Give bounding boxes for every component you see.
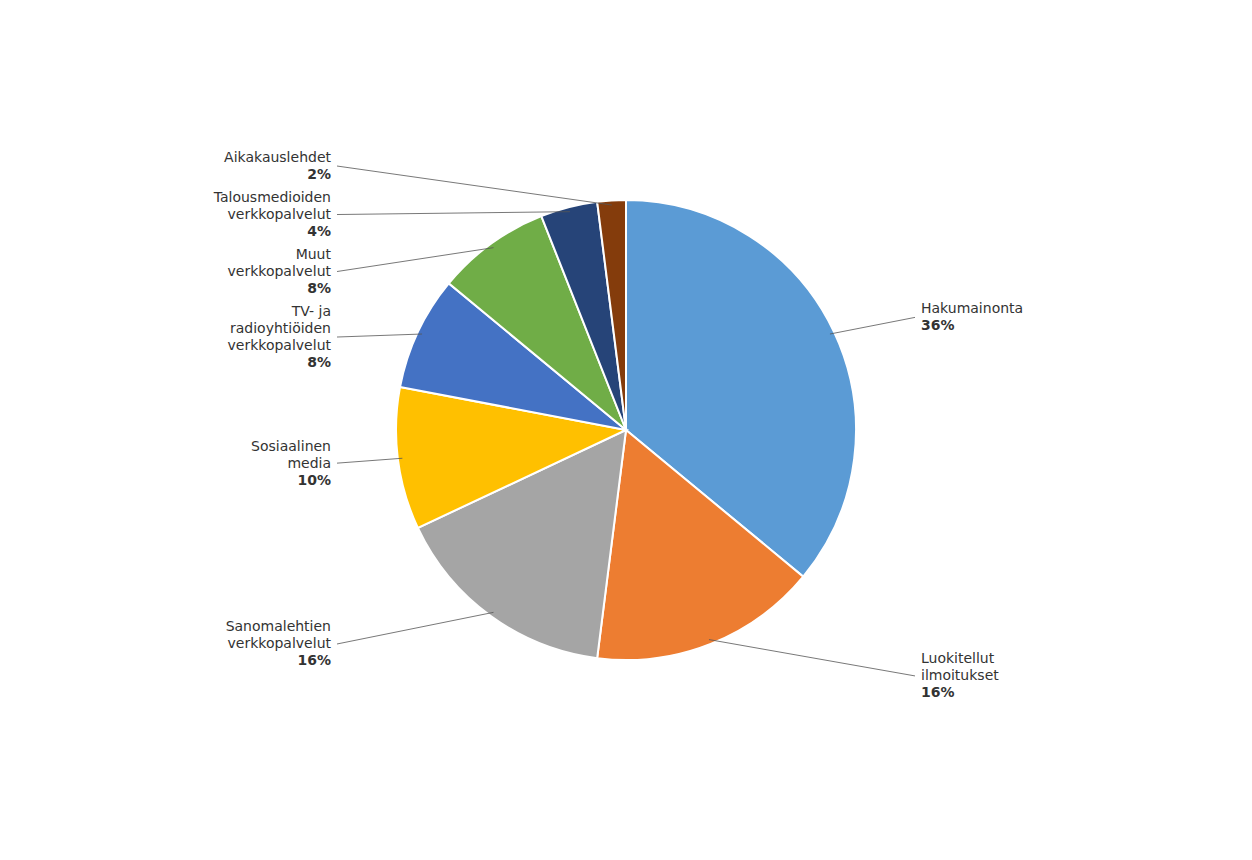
- leader-line: [337, 248, 494, 272]
- slice-label-line: Talousmedioiden: [213, 189, 331, 205]
- slice-label-line: TV- ja: [291, 303, 331, 319]
- slices: [396, 200, 856, 660]
- slice-label: TV- jaradioyhtiöidenverkkopalvelut: [228, 303, 332, 353]
- data-label: 8%: [307, 354, 331, 370]
- leader-line: [337, 212, 570, 215]
- slice-label: Aikakauslehdet: [224, 149, 331, 165]
- slice-label-line: verkkopalvelut: [228, 635, 332, 651]
- leader-line: [337, 334, 422, 337]
- data-label: 16%: [921, 684, 955, 700]
- slice-label: Talousmedioidenverkkopalvelut: [213, 189, 332, 222]
- data-label: 16%: [297, 652, 331, 668]
- slice-label-line: radioyhtiöiden: [230, 320, 331, 336]
- slice-label: Luokitellutilmoitukset: [921, 650, 999, 683]
- leader-line: [709, 640, 915, 676]
- slice-label-line: Sanomalehtien: [226, 618, 331, 634]
- data-label: 2%: [307, 166, 331, 182]
- data-label: 8%: [307, 280, 331, 296]
- slice-label: Muutverkkopalvelut: [228, 246, 332, 279]
- data-label: 10%: [297, 472, 331, 488]
- labels: Hakumainonta36%Luokitellutilmoitukset16%…: [213, 149, 1023, 700]
- data-label: 4%: [307, 223, 331, 239]
- leader-line: [337, 612, 494, 644]
- leader-line: [337, 166, 612, 205]
- slice-label-line: Sosiaalinen: [251, 438, 331, 454]
- slice: [597, 430, 803, 660]
- slice-label-line: Muut: [296, 246, 332, 262]
- slice-label-line: verkkopalvelut: [228, 337, 332, 353]
- pie-root: Hakumainonta36%Luokitellutilmoitukset16%…: [213, 149, 1023, 700]
- slice-label-line: verkkopalvelut: [228, 206, 332, 222]
- data-label: 36%: [921, 317, 955, 333]
- slice-label-line: ilmoitukset: [921, 667, 999, 683]
- slice-label-line: verkkopalvelut: [228, 263, 332, 279]
- slice-label-line: Luokitellut: [921, 650, 995, 666]
- slice: [597, 200, 626, 430]
- slice-label: Hakumainonta: [921, 300, 1023, 316]
- leader-line: [830, 317, 915, 334]
- slice-label-line: media: [287, 455, 331, 471]
- slice-label-line: Hakumainonta: [921, 300, 1023, 316]
- leader-line: [337, 458, 402, 463]
- slice-label: Sosiaalinenmedia: [251, 438, 331, 471]
- slice-label-line: Aikakauslehdet: [224, 149, 331, 165]
- slice-label: Sanomalehtienverkkopalvelut: [226, 618, 332, 651]
- chart: Hakumainonta36%Luokitellutilmoitukset16%…: [0, 0, 1252, 860]
